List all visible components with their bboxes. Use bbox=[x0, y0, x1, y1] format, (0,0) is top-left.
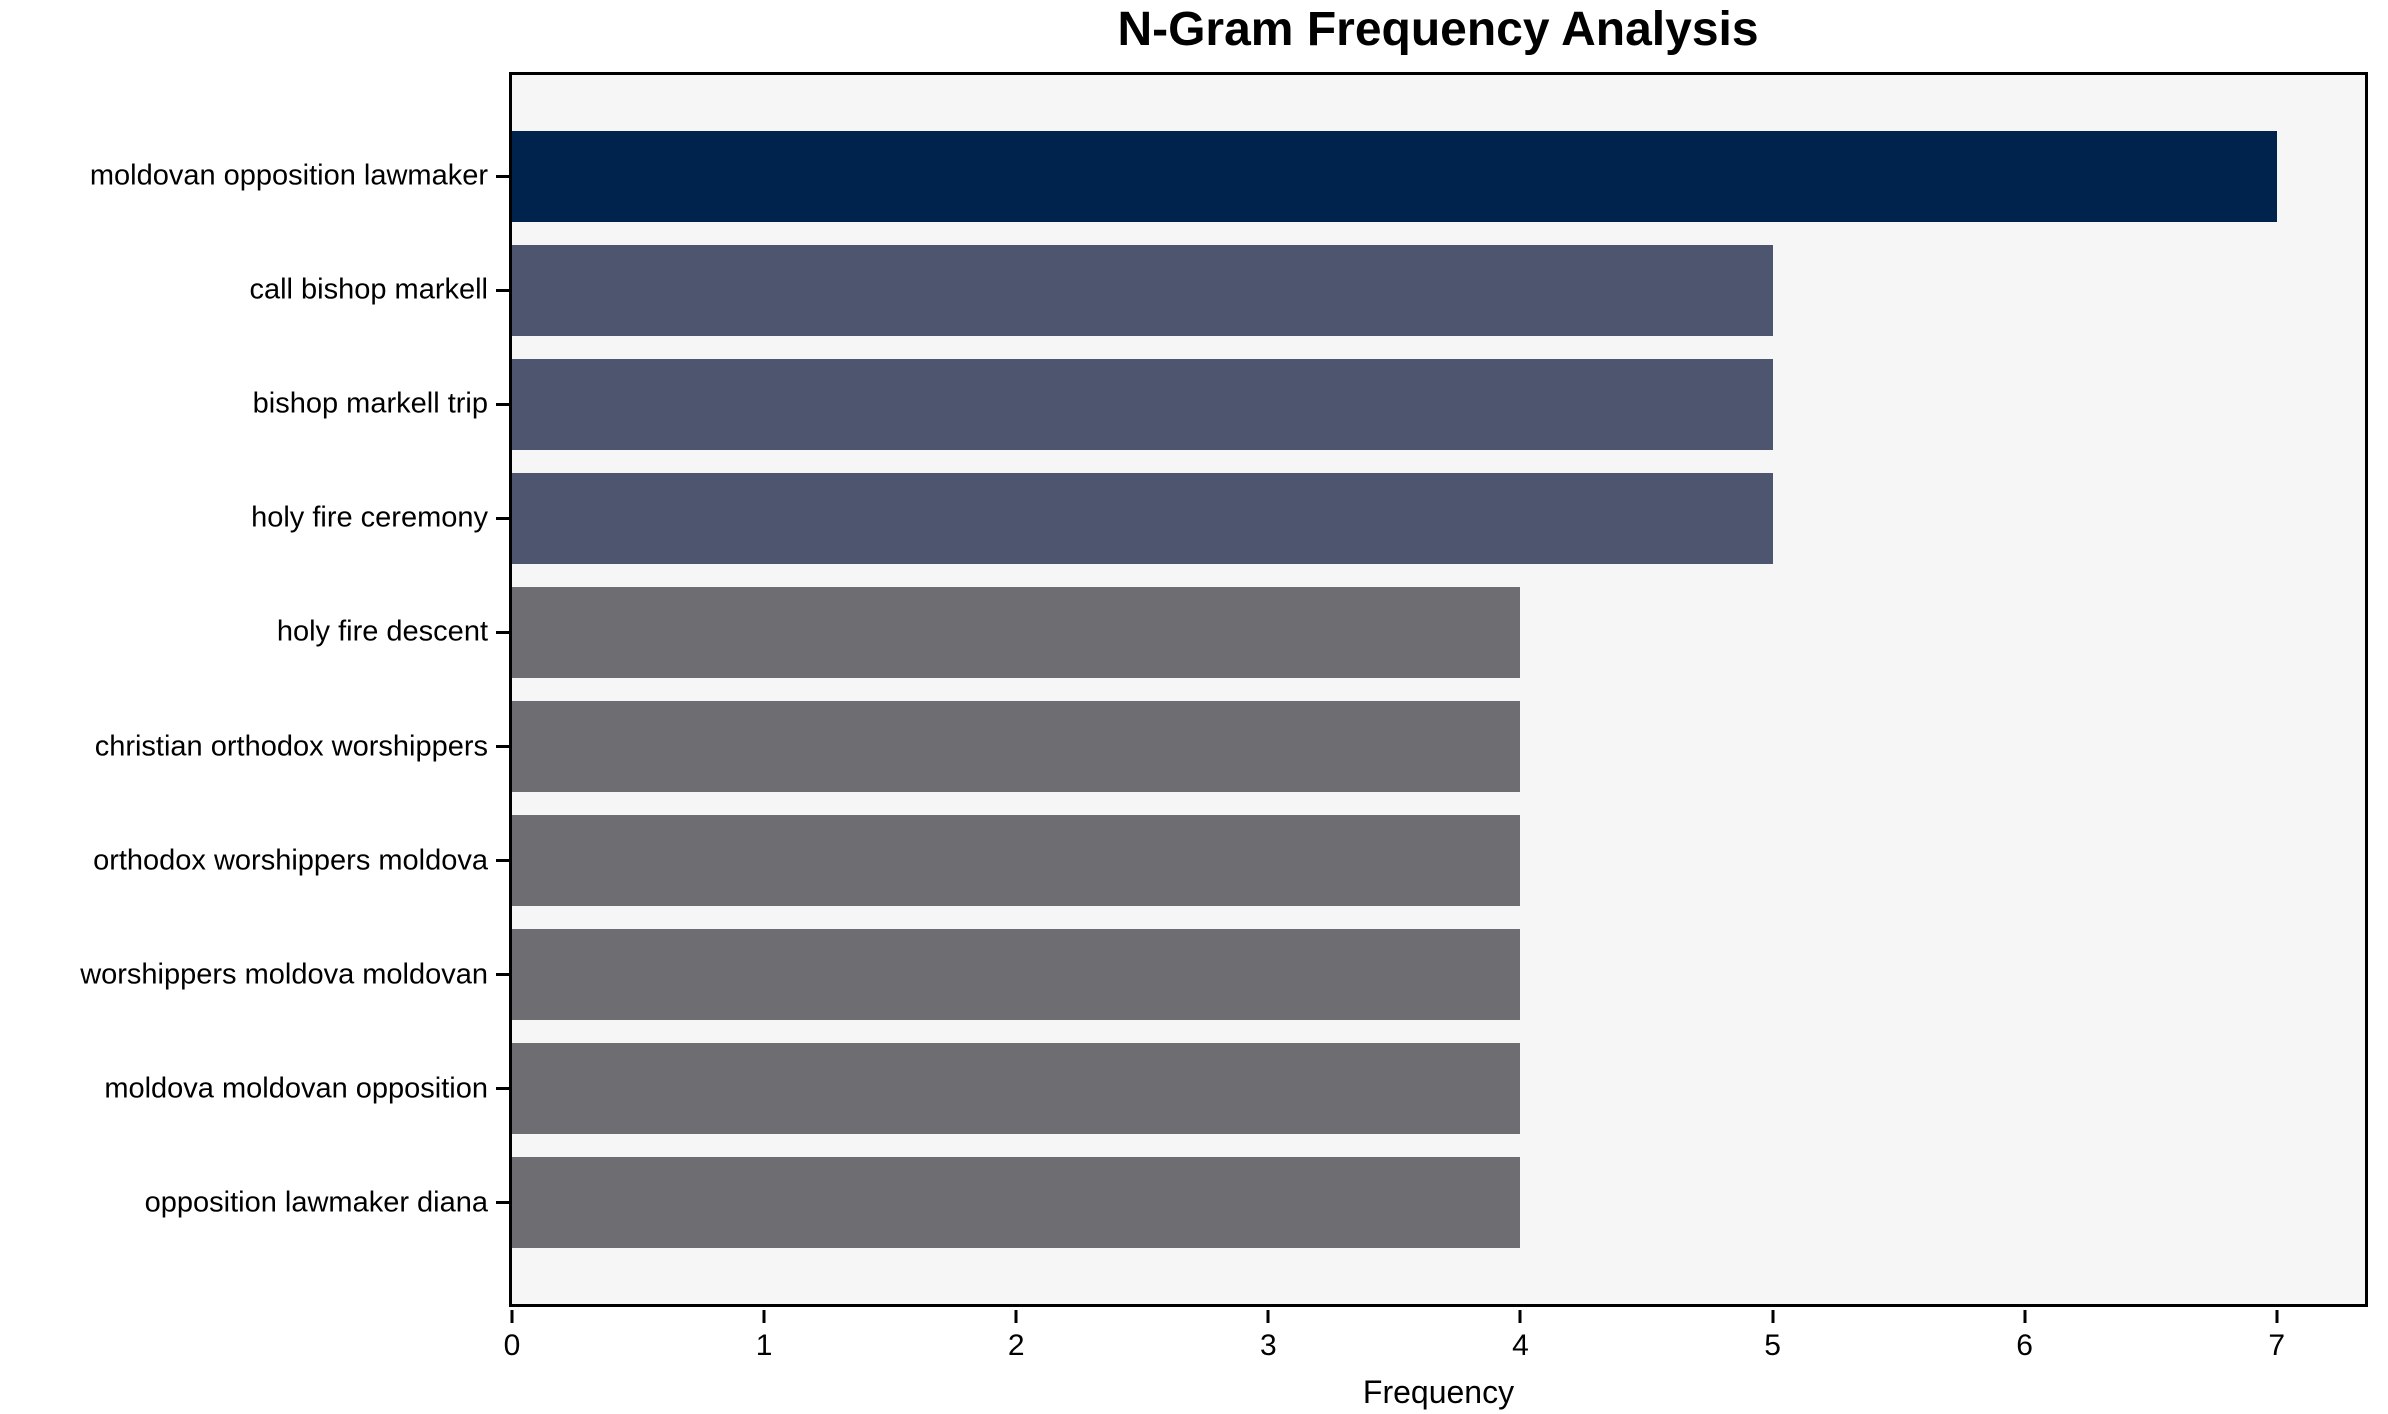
x-tick-mark bbox=[2275, 1310, 2279, 1323]
bar-4 bbox=[512, 472, 1773, 565]
x-tick-mark bbox=[2023, 1310, 2027, 1323]
y-tick-label: moldova moldovan opposition bbox=[104, 1072, 488, 1105]
y-tick-mark bbox=[496, 288, 509, 292]
chart-title: N-Gram Frequency Analysis bbox=[1117, 3, 1759, 56]
bar-9 bbox=[512, 1042, 1521, 1135]
bar-6 bbox=[512, 700, 1521, 793]
bar-1 bbox=[512, 130, 2277, 223]
y-tick-mark bbox=[496, 745, 509, 748]
y-tick-label: worshippers moldova moldovan bbox=[80, 958, 488, 991]
x-tick-label: 1 bbox=[755, 1329, 773, 1362]
y-tick-mark bbox=[496, 174, 509, 178]
y-tick-label: call bishop markell bbox=[249, 273, 488, 306]
x-tick-label: 2 bbox=[1007, 1329, 1025, 1362]
y-tick-mark bbox=[496, 1087, 509, 1091]
y-tick-mark bbox=[496, 973, 509, 977]
y-tick-label: opposition lawmaker diana bbox=[144, 1186, 488, 1219]
y-tick-label: moldovan opposition lawmaker bbox=[89, 159, 488, 192]
y-tick-label: holy fire descent bbox=[276, 615, 488, 648]
bar-10 bbox=[512, 1156, 1521, 1249]
bar-2 bbox=[512, 244, 1773, 337]
bar-5 bbox=[512, 586, 1521, 679]
x-tick-mark bbox=[762, 1310, 766, 1323]
x-tick-label: 5 bbox=[1764, 1329, 1781, 1362]
y-tick-mark bbox=[496, 1201, 509, 1205]
x-tick-label: 0 bbox=[503, 1329, 521, 1362]
y-tick-label: bishop markell trip bbox=[252, 387, 488, 420]
x-tick-label: 7 bbox=[2268, 1329, 2286, 1362]
x-tick-mark bbox=[1266, 1310, 1270, 1323]
x-tick-mark bbox=[1014, 1310, 1018, 1323]
x-tick-mark bbox=[1771, 1310, 1775, 1323]
x-tick-mark bbox=[1518, 1310, 1522, 1323]
bar-8 bbox=[512, 928, 1521, 1021]
bar-3 bbox=[512, 358, 1773, 451]
x-tick-label: 3 bbox=[1259, 1329, 1277, 1362]
y-tick-mark bbox=[496, 516, 509, 520]
x-axis-label: Frequency bbox=[1362, 1373, 1515, 1410]
y-tick-label: holy fire ceremony bbox=[251, 501, 488, 534]
x-tick-mark bbox=[510, 1310, 514, 1323]
x-tick-label: 4 bbox=[1512, 1329, 1529, 1362]
y-tick-mark bbox=[496, 402, 509, 406]
y-tick-label: orthodox worshippers moldova bbox=[93, 844, 488, 876]
bar-7 bbox=[512, 814, 1521, 907]
y-tick-label: christian orthodox worshippers bbox=[94, 730, 488, 762]
y-tick-mark bbox=[496, 630, 509, 634]
plot-area: moldovan opposition lawmaker call bishop … bbox=[80, 72, 2368, 1410]
y-tick-mark bbox=[496, 859, 509, 862]
x-tick-label: 6 bbox=[2016, 1329, 2033, 1362]
